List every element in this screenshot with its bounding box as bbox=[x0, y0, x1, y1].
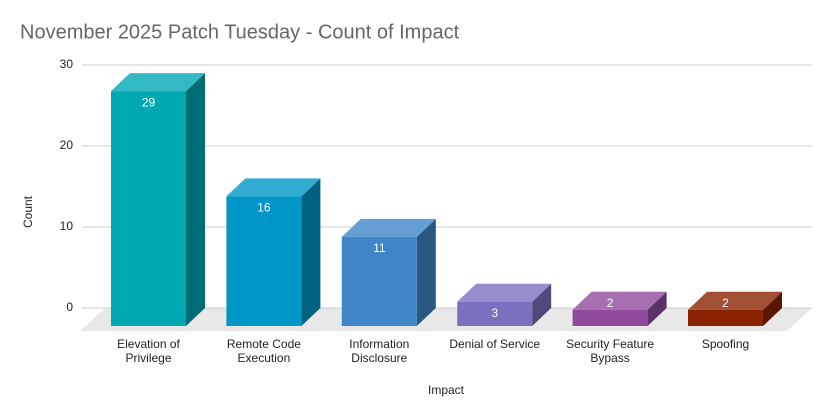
data-label: 2 bbox=[607, 296, 614, 310]
bar bbox=[457, 283, 552, 326]
x-axis-label: Impact bbox=[428, 383, 465, 397]
chart-title: November 2025 Patch Tuesday - Count of I… bbox=[20, 21, 460, 43]
bar-front bbox=[226, 196, 302, 326]
bar-top bbox=[341, 218, 436, 237]
data-label: 3 bbox=[491, 306, 498, 320]
y-tick-label: 0 bbox=[66, 300, 73, 314]
bar-side bbox=[186, 73, 205, 326]
bar-front bbox=[111, 91, 186, 326]
y-tick-label: 30 bbox=[60, 57, 74, 71]
bar-front bbox=[341, 236, 417, 326]
bar-top bbox=[572, 291, 667, 310]
bar-front bbox=[688, 309, 763, 326]
bar bbox=[572, 291, 667, 326]
y-tick-label: 10 bbox=[60, 219, 74, 233]
bar-side bbox=[416, 218, 436, 326]
bar bbox=[688, 291, 782, 326]
data-label: 2 bbox=[722, 296, 729, 310]
data-label: 11 bbox=[373, 241, 386, 255]
bar bbox=[341, 218, 436, 326]
x-tick-label: Denial of Service bbox=[449, 337, 540, 351]
bar-side bbox=[301, 178, 321, 326]
x-tick-label: Security Feature Bypass bbox=[566, 337, 654, 365]
bar-top bbox=[226, 178, 321, 197]
bar-side bbox=[647, 291, 667, 326]
bar-front bbox=[457, 301, 533, 326]
y-tick-label: 20 bbox=[60, 138, 74, 152]
data-label: 16 bbox=[257, 201, 271, 215]
x-tick-label: Spoofing bbox=[702, 337, 749, 351]
bar-side bbox=[532, 283, 552, 326]
bar bbox=[111, 73, 205, 326]
bar-top bbox=[457, 283, 552, 302]
y-axis-label: Count bbox=[21, 195, 35, 228]
bar bbox=[226, 178, 321, 326]
data-label: 29 bbox=[142, 95, 156, 109]
bar-front bbox=[572, 309, 648, 326]
bar-top bbox=[111, 73, 205, 92]
bar-side bbox=[763, 291, 782, 326]
x-tick-label: Elevation of Privilege bbox=[117, 337, 180, 365]
x-tick-label: Remote Code Execution bbox=[227, 337, 301, 365]
bar-top bbox=[688, 291, 782, 310]
x-tick-label: Information Disclosure bbox=[349, 337, 409, 365]
